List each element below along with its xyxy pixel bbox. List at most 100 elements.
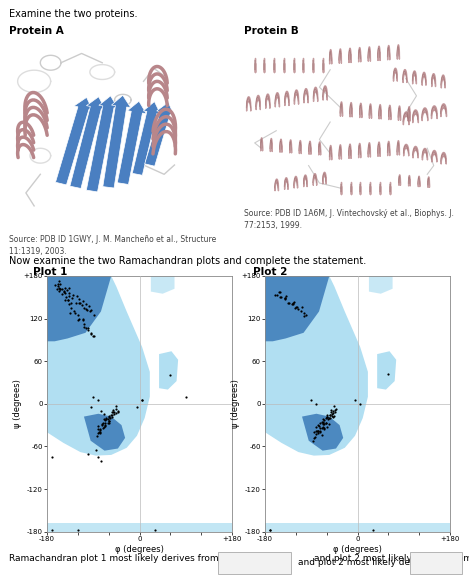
Polygon shape — [145, 102, 174, 166]
Point — [284, 299, 292, 308]
Point — [114, 407, 121, 416]
Point — [112, 408, 120, 418]
X-axis label: φ (degrees): φ (degrees) — [333, 544, 382, 554]
Point — [80, 315, 87, 324]
Point — [101, 418, 109, 427]
Point — [56, 285, 64, 294]
Point — [87, 403, 94, 412]
Point — [290, 299, 297, 308]
Point — [80, 320, 88, 329]
Point — [112, 404, 120, 414]
Point — [108, 410, 115, 419]
Point — [64, 295, 72, 304]
Point — [314, 420, 322, 429]
Point — [74, 315, 82, 325]
Point — [98, 420, 106, 429]
Point — [104, 414, 112, 424]
Point — [87, 305, 94, 314]
Point — [312, 422, 320, 431]
Point — [103, 414, 110, 424]
Point — [83, 304, 90, 314]
Point — [314, 426, 321, 436]
Point — [108, 408, 116, 417]
Point — [71, 307, 78, 316]
Point — [318, 431, 326, 440]
Point — [277, 293, 285, 302]
Point — [289, 300, 296, 309]
Point — [65, 291, 72, 300]
Point — [298, 303, 305, 312]
Point — [94, 428, 102, 437]
Point — [320, 424, 328, 433]
Point — [106, 414, 113, 423]
Point — [66, 300, 73, 309]
Point — [285, 298, 292, 307]
Point — [328, 410, 335, 419]
Point — [98, 419, 106, 429]
Point — [266, 526, 274, 535]
Point — [310, 433, 318, 443]
Text: ▾: ▾ — [453, 558, 457, 568]
Point — [97, 406, 105, 415]
Point — [64, 296, 72, 305]
Point — [329, 408, 337, 418]
Point — [151, 526, 159, 535]
Point — [318, 423, 326, 432]
Point — [53, 284, 61, 293]
Point — [109, 406, 116, 415]
Point — [76, 298, 83, 307]
Point — [90, 392, 97, 401]
Point — [329, 406, 337, 415]
Point — [313, 426, 321, 436]
Polygon shape — [265, 276, 329, 341]
Y-axis label: ψ (degrees): ψ (degrees) — [231, 379, 240, 428]
Point — [54, 281, 62, 290]
Point — [111, 407, 118, 417]
Point — [82, 299, 90, 309]
Point — [325, 419, 333, 429]
Point — [351, 396, 359, 405]
Point — [319, 418, 326, 428]
Point — [310, 427, 318, 436]
Point — [266, 526, 274, 535]
Point — [317, 426, 324, 436]
Point — [300, 309, 308, 318]
Point — [324, 412, 331, 421]
Text: Source: PDB ID 1A6M, J. Vintechovský et al., Biophys. J.
77:2153, 1999.: Source: PDB ID 1A6M, J. Vintechovský et … — [244, 209, 454, 230]
Point — [288, 300, 295, 309]
Point — [106, 417, 113, 426]
Polygon shape — [117, 101, 146, 185]
Point — [319, 419, 326, 429]
Point — [322, 418, 329, 427]
Point — [315, 421, 323, 430]
Polygon shape — [369, 276, 393, 294]
Point — [273, 290, 280, 300]
Point — [48, 526, 56, 535]
Point — [332, 406, 339, 415]
Point — [93, 432, 100, 441]
Point — [316, 428, 324, 437]
Point — [291, 297, 298, 307]
Point — [90, 331, 98, 340]
Point — [301, 311, 308, 321]
Point — [73, 292, 80, 301]
Point — [61, 289, 69, 298]
Point — [101, 420, 109, 429]
Point — [101, 422, 109, 431]
Polygon shape — [55, 98, 93, 185]
Point — [112, 401, 120, 411]
Point — [329, 412, 336, 421]
Point — [89, 332, 97, 341]
Polygon shape — [47, 523, 232, 532]
Point — [96, 425, 104, 435]
Point — [314, 426, 322, 436]
Polygon shape — [265, 276, 368, 456]
Point — [276, 288, 283, 297]
Point — [326, 414, 333, 423]
Point — [313, 399, 320, 408]
Point — [48, 453, 56, 462]
Point — [323, 412, 331, 421]
Text: Ramachandran plot 1 most likely derives from: Ramachandran plot 1 most likely derives … — [9, 554, 219, 564]
Point — [311, 432, 319, 442]
Point — [61, 295, 69, 304]
